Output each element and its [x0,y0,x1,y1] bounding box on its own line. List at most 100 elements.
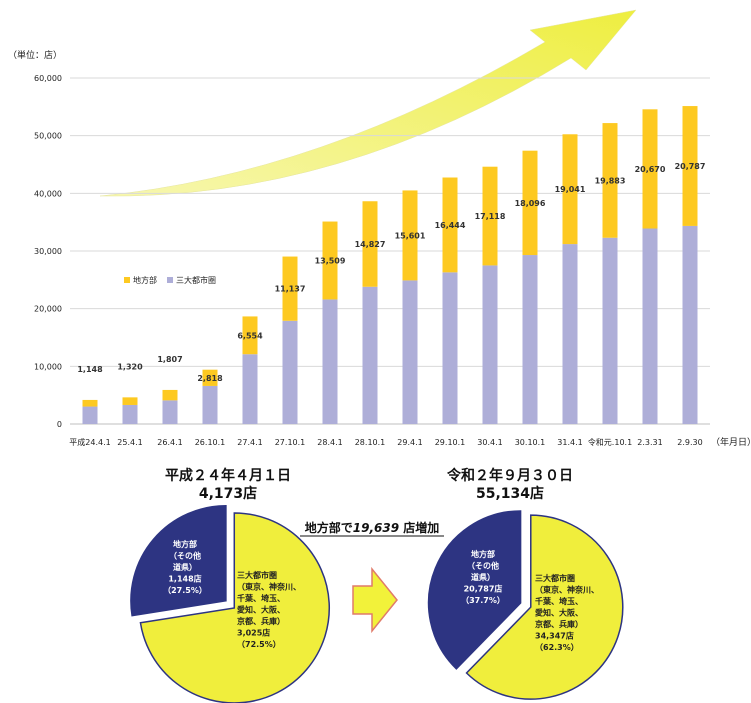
bar-sandai-2 [162,400,178,424]
x-tick-label: 25.4.1 [117,438,142,447]
bar-chiho-0 [82,399,98,407]
data-label-chiho-14: 20,670 [635,165,666,174]
svg-text:地方部で19,639 店増加: 地方部で19,639 店増加 [305,520,440,535]
pie-label-sandai-line: （72.5%） [237,639,281,649]
bar-chiho-11 [522,150,538,256]
pie-label-sandai-line: （62.3%） [535,642,579,652]
pie-label-sandai-line: 34,347店 [535,631,574,641]
pie-label-chiho-line: （27.5%） [163,585,207,595]
bar-sandai-4 [242,354,258,424]
pie-label-sandai-line: 3,025店 [237,628,270,638]
x-tick-label: 29.10.1 [435,438,466,447]
pie-label-chiho-line: 道県） [471,572,495,582]
legend-swatch-chiho [124,277,130,283]
bar-chiho-5 [282,256,298,321]
x-tick-label: 2.9.30 [677,438,702,447]
pie-label-chiho-line: 1,148店 [168,574,201,584]
pie-label-sandai-line: 京都、兵庫） [535,619,583,629]
data-label-chiho-10: 17,118 [475,212,506,221]
bar-chiho-14 [642,109,658,229]
pie-slice-chiho [427,510,522,670]
bar-chiho-2 [162,389,178,401]
x-tick-label: 28.10.1 [355,438,386,447]
annotation-suffix: 店増加 [399,520,439,535]
bar-sandai-3 [202,385,218,424]
increase-annotation: 地方部で19,639 店増加 [300,520,444,537]
legend-label-sandai: 三大都市圏 [176,275,216,285]
data-label-chiho-0: 1,148 [77,365,103,374]
x-unit-label: （年月日） [711,436,751,448]
legend: 地方部 三大都市圏 [124,275,216,285]
x-axis-ticks: 平成24.4.1 25.4.1 26.4.1 26.10.1 27.4.1 27.10.1… [69,437,702,447]
bar-chiho-6 [322,221,338,300]
annotation-prefix: 地方部で [305,520,353,535]
pie-label-sandai-line: 京都、兵庫） [237,616,285,626]
unit-label: （単位：店） [8,49,62,61]
y-axis-ticks: 0 10,000 20,000 30,000 40,000 50,000 60,000 [34,74,62,429]
data-label-chiho-4: 6,554 [237,331,263,340]
bar-sandai-12 [562,244,578,424]
bar-chiho-9 [442,177,458,273]
pie-label-sandai-line: 千葉、埼玉、 [535,596,583,606]
pie-left-title: 平成２４年４月１日 [165,467,291,484]
pie-label-sandai-line: （東京、神奈川、 [237,582,301,592]
bar-sandai-7 [362,286,378,424]
pie-label-chiho-line: 20,787店 [464,584,503,594]
legend-label-chiho: 地方部 [133,275,157,285]
pie-label-chiho-line: （37.7%） [461,595,505,605]
pie-label-sandai-line: 愛知、大阪、 [535,608,583,618]
pie-label-chiho-line: 道県） [173,562,197,572]
data-label-chiho-7: 14,827 [355,240,386,249]
x-tick-label: 令和元.10.1 [588,437,632,447]
pie-slice-sandai [139,512,330,703]
x-tick-label: 30.4.1 [477,438,502,447]
bar-chiho-12 [562,134,578,245]
bar-sandai-13 [602,237,618,424]
y-tick-label: 10,000 [34,362,62,371]
bar-chiho-13 [602,123,618,238]
y-tick-label: 60,000 [34,74,62,83]
y-tick-label: 0 [57,420,62,429]
pie-label-sandai-line: 愛知、大阪、 [237,605,285,615]
pie-right-title: 令和２年９月３０日 [446,467,573,484]
pie-label-sandai-line: 三大都市圏 [237,570,277,580]
bar-chiho-3 [202,369,218,386]
bar-chiho-1 [122,397,138,405]
bar-sandai-5 [282,320,298,424]
bar-chiho-10 [482,166,498,266]
legend-swatch-sandai [167,277,173,283]
bar-chiho-15 [682,106,698,226]
x-tick-label: 26.4.1 [157,438,182,447]
bar-chiho-4 [242,316,258,355]
bar-sandai-10 [482,265,498,424]
data-label-chiho-1: 1,320 [117,362,143,371]
data-label-chiho-13: 19,883 [595,176,626,185]
data-label-chiho-8: 15,601 [395,231,426,240]
bar-sandai-14 [642,228,658,424]
x-tick-label: 26.10.1 [195,438,226,447]
pie-left-total: 4,173店 [199,485,257,502]
growth-arrow [99,9,637,197]
pie-label-chiho-line: （その他 [169,551,201,561]
x-tick-label: 30.10.1 [515,438,546,447]
x-tick-label: 27.4.1 [237,438,262,447]
bar-sandai-11 [522,255,538,424]
bar-series: 1,148 1,320 1,807 2,818 6,554 11,137 13,509 14,… [77,106,705,424]
bar-chiho-8 [402,190,418,281]
bar-sandai-9 [442,272,458,424]
y-tick-label: 30,000 [34,247,62,256]
y-tick-label: 40,000 [34,189,62,198]
x-tick-label: 31.4.1 [557,438,582,447]
right-arrow-icon [352,566,398,634]
bar-sandai-8 [402,280,418,424]
pie-label-sandai-line: （東京、神奈川、 [535,585,599,595]
bar-sandai-1 [122,404,138,424]
x-tick-label: 28.4.1 [317,438,342,447]
grid-lines [70,77,710,425]
x-tick-label: 2.3.31 [637,438,662,447]
bar-sandai-15 [682,225,698,424]
bar-chiho-7 [362,201,378,287]
data-label-chiho-3: 2,818 [197,374,223,383]
